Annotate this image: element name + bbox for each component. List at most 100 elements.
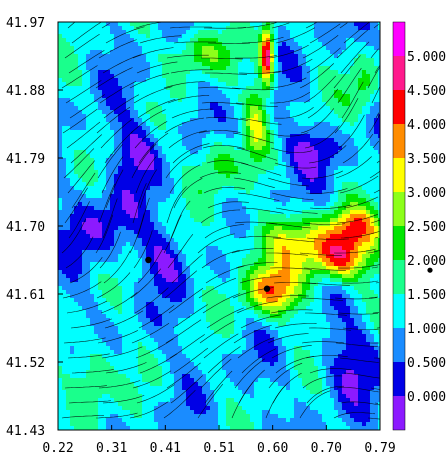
field-cell	[146, 222, 150, 226]
field-cell	[218, 198, 222, 202]
field-cell	[150, 150, 154, 154]
field-cell	[342, 34, 346, 38]
field-cell	[294, 250, 298, 254]
field-cell	[142, 46, 146, 50]
field-cell	[290, 30, 294, 34]
field-cell	[142, 262, 146, 266]
field-cell	[294, 62, 298, 66]
field-cell	[174, 118, 178, 122]
field-cell	[106, 210, 110, 214]
field-cell	[330, 46, 334, 50]
field-cell	[94, 242, 98, 246]
field-cell	[374, 250, 378, 254]
field-cell	[162, 258, 166, 262]
field-cell	[98, 118, 102, 122]
field-cell	[74, 98, 78, 102]
field-cell	[290, 130, 294, 134]
field-cell	[330, 242, 334, 246]
field-cell	[74, 190, 78, 194]
field-cell	[262, 162, 266, 166]
field-cell	[330, 166, 334, 170]
field-cell	[346, 122, 350, 126]
field-cell	[170, 226, 174, 230]
field-cell	[262, 102, 266, 106]
field-cell	[138, 98, 142, 102]
field-cell	[106, 166, 110, 170]
field-cell	[86, 98, 90, 102]
field-cell	[318, 130, 322, 134]
field-cell	[58, 42, 62, 46]
field-cell	[202, 54, 206, 58]
field-cell	[154, 262, 158, 266]
field-cell	[274, 22, 278, 26]
field-cell	[246, 230, 250, 234]
field-cell	[266, 254, 270, 258]
field-cell	[178, 254, 182, 258]
field-cell	[302, 186, 306, 190]
field-cell	[154, 214, 158, 218]
field-cell	[210, 106, 214, 110]
field-cell	[190, 206, 194, 210]
field-cell	[206, 46, 210, 50]
field-cell	[282, 162, 286, 166]
field-cell	[374, 70, 378, 74]
field-cell	[238, 246, 242, 250]
field-cell	[130, 54, 134, 58]
field-cell	[122, 202, 126, 206]
field-cell	[82, 234, 86, 238]
field-cell	[210, 158, 214, 162]
field-cell	[166, 206, 170, 210]
field-cell	[314, 210, 318, 214]
field-cell	[202, 42, 206, 46]
field-cell	[154, 162, 158, 166]
field-cell	[246, 174, 250, 178]
field-cell	[74, 254, 78, 258]
field-cell	[162, 226, 166, 230]
field-cell	[238, 158, 242, 162]
field-cell	[70, 106, 74, 110]
field-cell	[338, 130, 342, 134]
field-cell	[366, 34, 370, 38]
field-cell	[254, 82, 258, 86]
field-cell	[294, 78, 298, 82]
field-cell	[118, 206, 122, 210]
field-cell	[214, 214, 218, 218]
field-cell	[106, 230, 110, 234]
field-cell	[134, 258, 138, 262]
field-cell	[362, 234, 366, 238]
field-cell	[90, 30, 94, 34]
field-cell	[146, 250, 150, 254]
field-cell	[218, 174, 222, 178]
field-cell	[306, 246, 310, 250]
field-cell	[182, 254, 186, 258]
field-cell	[126, 74, 130, 78]
field-cell	[114, 222, 118, 226]
field-cell	[78, 118, 82, 122]
field-cell	[110, 214, 114, 218]
field-cell	[314, 114, 318, 118]
field-cell	[122, 266, 126, 270]
field-cell	[74, 50, 78, 54]
field-cell	[86, 166, 90, 170]
field-cell	[142, 198, 146, 202]
field-cell	[62, 54, 66, 58]
field-cell	[186, 70, 190, 74]
field-cell	[218, 154, 222, 158]
field-cell	[246, 170, 250, 174]
field-cell	[290, 70, 294, 74]
field-cell	[194, 82, 198, 86]
field-cell	[154, 230, 158, 234]
field-cell	[170, 250, 174, 254]
field-cell	[258, 186, 262, 190]
field-cell	[322, 202, 326, 206]
field-cell	[350, 62, 354, 66]
field-cell	[370, 122, 374, 126]
field-cell	[62, 146, 66, 150]
field-cell	[286, 122, 290, 126]
field-cell	[102, 158, 106, 162]
field-cell	[342, 182, 346, 186]
field-cell	[98, 126, 102, 130]
field-cell	[58, 110, 62, 114]
field-cell	[326, 162, 330, 166]
field-cell	[338, 78, 342, 82]
